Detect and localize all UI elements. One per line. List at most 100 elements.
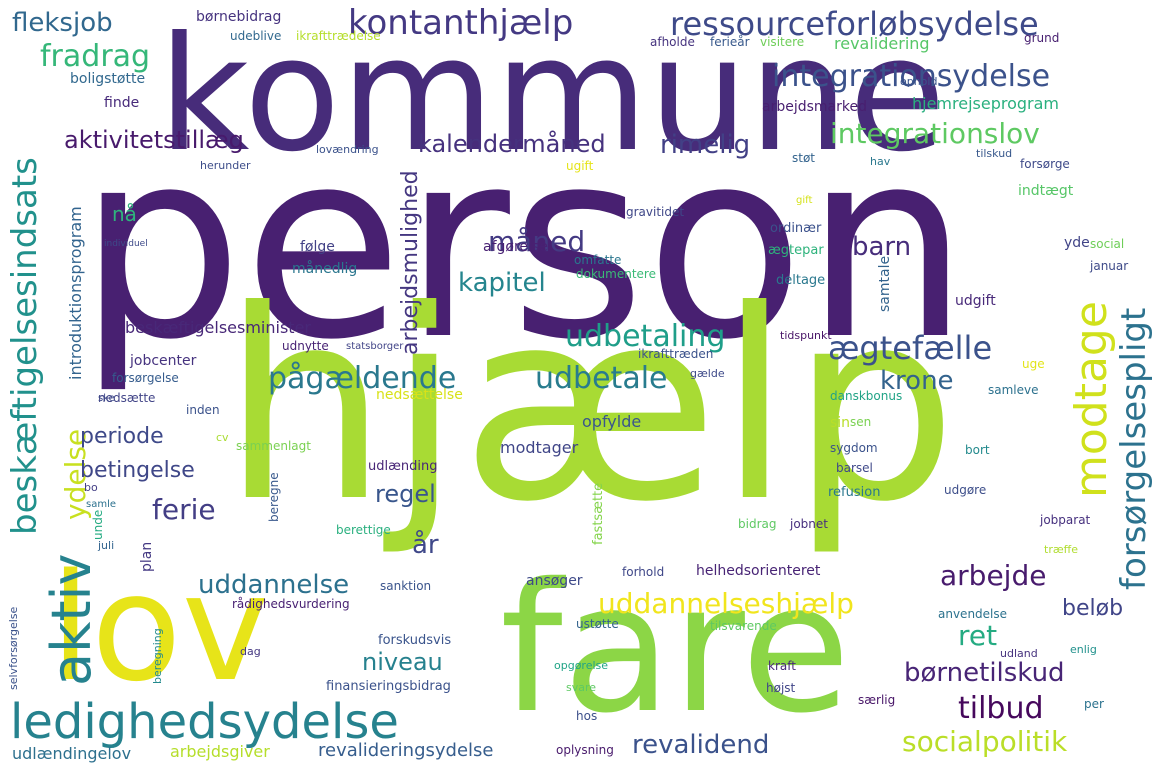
word: fradrag (40, 39, 151, 74)
word: forhold (622, 565, 665, 579)
word: jobcenter (130, 353, 197, 369)
word: periode (80, 424, 164, 449)
word: barsel (836, 461, 873, 475)
word: helhedsorienteret (696, 563, 821, 579)
word: år (412, 530, 439, 560)
word: juli (98, 539, 115, 552)
word: finansieringsbidrag (326, 679, 451, 694)
word: uddannelse (198, 570, 350, 600)
word: samleve (988, 383, 1039, 397)
word: barn (852, 232, 912, 262)
word: social (1090, 237, 1125, 251)
word: beregning (151, 628, 164, 684)
word: person (78, 95, 970, 397)
word: rådighedsvurdering (232, 597, 350, 611)
word: hav (870, 155, 891, 168)
word: forsørgelsespligt (1114, 307, 1154, 590)
word: udland (1000, 647, 1038, 660)
word: samle (86, 499, 117, 510)
word: individuel (104, 239, 148, 249)
word: kraft (768, 659, 796, 673)
word: ordinær (770, 221, 822, 236)
word: samtale (877, 255, 893, 312)
word: boligstøtte (70, 71, 146, 87)
word: integrationsydelse (772, 59, 1051, 94)
word: fare (500, 545, 851, 752)
word: ægtepar (768, 243, 824, 258)
word: ikrafttrædelse (296, 29, 381, 43)
word: afholde (650, 35, 695, 49)
word: aktiv (40, 553, 103, 687)
word: arbejdsmarked (762, 99, 867, 115)
word: jobparat (1040, 513, 1091, 527)
word: berettige (336, 523, 391, 537)
word: tilskud (976, 147, 1013, 160)
word: forskudsvis (378, 633, 452, 648)
word: støt (792, 151, 816, 165)
word: unde (91, 509, 105, 540)
word: anvendelse (938, 607, 1008, 621)
word: kalendermåned (418, 130, 606, 158)
word: sin (830, 415, 851, 431)
word: fleksjob (12, 8, 113, 38)
word: pågældende (268, 361, 457, 396)
word: beløb (1062, 596, 1124, 621)
word: ressourceforløbsydelse (670, 5, 1039, 43)
word: nå (112, 202, 137, 226)
word: tidspunkt (780, 329, 832, 342)
word: bort (965, 443, 990, 457)
word: ferieår (710, 35, 750, 49)
word: ansøger (526, 573, 583, 589)
word: modtage (1066, 301, 1117, 498)
word: udeblive (230, 29, 282, 43)
word: inden (186, 403, 220, 417)
word: niveau (362, 648, 443, 676)
word: højst (766, 681, 796, 695)
word: modtager (500, 438, 579, 457)
word: arbejdsmulighed (398, 170, 423, 355)
word: udgøre (944, 483, 987, 497)
word: hos (576, 709, 598, 723)
word: kapitel (458, 268, 546, 298)
word: omfatte (574, 253, 622, 267)
word: deltage (776, 273, 826, 288)
word: ustøtte (576, 617, 619, 631)
word: beskæftigelsesminister (125, 318, 311, 337)
word: forsørgelse (112, 371, 179, 385)
word: lovændring (316, 143, 379, 156)
word: herunder (200, 159, 251, 172)
word: introduktionsprogram (66, 206, 85, 380)
word: sanktion (380, 579, 432, 593)
word: følge (300, 239, 335, 255)
word: ugift (566, 159, 594, 173)
word: udlænding (368, 459, 438, 474)
word: hjælp (222, 254, 958, 559)
word: dag (240, 645, 261, 658)
word: uddannelseshjælp (598, 587, 854, 620)
word: opgørelse (554, 659, 609, 672)
word: nedsætte (98, 391, 156, 405)
word: yde (1064, 235, 1090, 251)
word: finde (104, 95, 140, 111)
word: indtægt (1018, 183, 1074, 199)
word: revalidend (632, 730, 770, 760)
word: beregne (267, 472, 281, 522)
word: jobnet (790, 517, 828, 531)
word: gælde (690, 367, 725, 380)
word: særlig (858, 693, 896, 707)
word: sygdom (830, 441, 878, 455)
word: gravitidet (626, 205, 685, 219)
word: arbejde (940, 559, 1047, 592)
word: ophold (900, 75, 938, 88)
word: integrationslov (830, 117, 1040, 150)
word: børnebidrag (196, 9, 282, 25)
word: bidrag (738, 517, 777, 531)
word: krone (880, 366, 954, 396)
word: plan (139, 541, 155, 572)
word: bo (84, 481, 98, 494)
word: forsørge (1020, 157, 1070, 171)
word: hjemrejseprogram (912, 94, 1060, 113)
word: udnytte (282, 339, 329, 353)
word: tilsvarende (710, 619, 777, 633)
